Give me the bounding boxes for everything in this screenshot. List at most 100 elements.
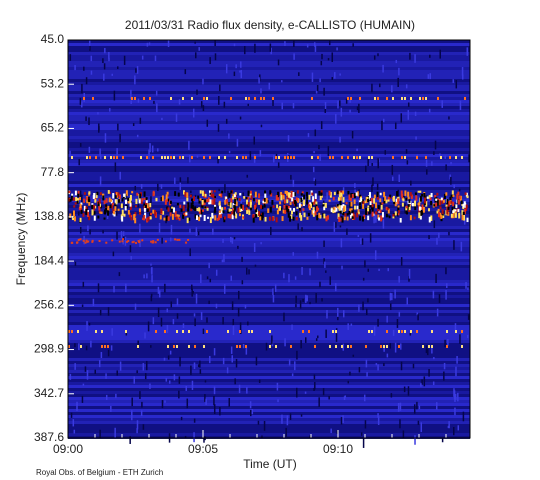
spectrogram-streak: [407, 386, 410, 396]
spectrogram-streak: [454, 407, 456, 416]
spectrogram-burst: [440, 197, 443, 201]
spectrogram-row: [68, 220, 470, 223]
spectrogram-burst: [283, 199, 286, 204]
spectrogram-streak: [204, 380, 207, 383]
spectrogram-streak: [314, 179, 317, 186]
spectrogram-burst: [466, 195, 469, 199]
spectrogram-burst: [463, 208, 466, 215]
spectrogram-burst: [264, 193, 267, 199]
spectrogram-burst: [73, 216, 76, 222]
spectrogram-streak: [429, 54, 431, 58]
spectrogram-spot: [401, 156, 403, 159]
spectrogram-burst: [284, 209, 287, 214]
spectrogram-streak: [461, 67, 464, 76]
spectrogram-streak: [149, 383, 151, 389]
spectrogram-burst: [424, 197, 427, 204]
spectrogram-streak: [439, 153, 441, 157]
spectrogram-streak: [230, 236, 232, 243]
spectrogram-burst: [415, 195, 418, 201]
spectrogram-streak: [336, 430, 339, 434]
spectrogram-burst: [98, 198, 101, 204]
spectrogram-burst: [428, 208, 431, 212]
spectrogram-burst: [419, 190, 422, 193]
spectrogram-spot: [314, 345, 316, 348]
spectrogram-streak: [319, 78, 321, 83]
spectrogram-streak: [222, 357, 225, 365]
spectrogram-burst: [350, 214, 353, 219]
spectrogram-row: [68, 313, 470, 316]
spectrogram-streak: [392, 329, 395, 336]
spectrogram-spot: [245, 156, 247, 159]
spectrogram-burst: [249, 190, 252, 195]
spectrogram-burst: [288, 197, 291, 201]
spectrogram-streak: [405, 84, 408, 89]
spectrogram-streak: [116, 148, 118, 158]
spectrogram-row: [68, 256, 470, 259]
spectrogram-streak: [319, 154, 321, 161]
spectrogram-streak: [195, 227, 198, 236]
spectrogram-burst: [129, 202, 132, 207]
spectrogram-streak: [125, 283, 127, 293]
spectrogram-streak: [239, 322, 242, 331]
spectrogram-streak: [227, 190, 229, 199]
spectrogram-burst: [115, 199, 118, 205]
spectrogram-burst: [255, 199, 258, 203]
spectrogram-burst: [162, 210, 165, 215]
spectrogram-streak: [89, 229, 91, 235]
spectrogram-burst: [381, 202, 384, 205]
spectrogram-burst: [252, 214, 255, 218]
spectrogram-streak: [377, 53, 379, 57]
spectrogram-burst: [280, 191, 283, 196]
spectrogram-streak: [240, 200, 242, 204]
spectrogram-burst: [384, 196, 387, 202]
spectrogram-row: [68, 415, 470, 418]
spectrogram-burst: [93, 211, 96, 215]
spectrogram-row: [68, 250, 470, 253]
spectrogram-burst: [147, 216, 150, 222]
spectrogram-burst: [377, 214, 380, 220]
spectrogram-streak: [69, 150, 71, 157]
spectrogram-row: [68, 379, 470, 382]
spectrogram-streak: [166, 308, 169, 313]
spectrogram-burst: [129, 198, 132, 203]
spectrogram-streak: [313, 42, 316, 47]
spectrogram-row: [68, 289, 470, 292]
spectrogram-row: [68, 433, 470, 436]
spectrogram-burst: [211, 199, 214, 205]
spectrogram-streak: [140, 410, 143, 417]
spectrogram-burst: [308, 205, 311, 211]
spectrogram-streak: [205, 398, 207, 405]
spectrogram-streak: [79, 143, 82, 147]
spectrogram-burst: [314, 193, 317, 200]
spectrogram-streak: [199, 369, 202, 375]
spectrogram-row: [68, 268, 470, 271]
spectrogram-row: [68, 58, 470, 61]
spectrogram-burst: [170, 206, 173, 213]
spectrogram-spot: [107, 345, 109, 348]
spectrogram-spot: [137, 345, 139, 348]
spectrogram-streak: [382, 218, 385, 229]
spectrogram-spot: [131, 241, 134, 244]
spectrogram-burst: [291, 197, 294, 202]
spectrogram-spot: [368, 330, 370, 333]
spectrogram-spot: [341, 156, 343, 159]
spectrogram-burst: [360, 198, 363, 202]
spectrogram-streak: [399, 402, 402, 411]
spectrogram-burst: [121, 198, 124, 202]
spectrogram-spot: [150, 240, 153, 243]
spectrogram-burst: [207, 197, 210, 203]
spectrogram-spot: [356, 156, 358, 159]
spectrogram-streak: [192, 108, 195, 118]
spectrogram-streak: [441, 100, 443, 108]
spectrogram-burst: [299, 212, 302, 218]
spectrogram-streak: [194, 41, 196, 44]
spectrogram-streak: [257, 420, 260, 425]
spectrogram-burst: [88, 215, 91, 221]
spectrogram-streak: [407, 102, 410, 107]
spectrogram-spot: [398, 330, 400, 333]
spectrogram-streak: [148, 42, 151, 45]
spectrogram-streak: [235, 358, 238, 368]
spectrogram-burst: [309, 202, 312, 205]
spectrogram-streak: [217, 123, 220, 132]
spectrogram-burst: [117, 199, 120, 203]
